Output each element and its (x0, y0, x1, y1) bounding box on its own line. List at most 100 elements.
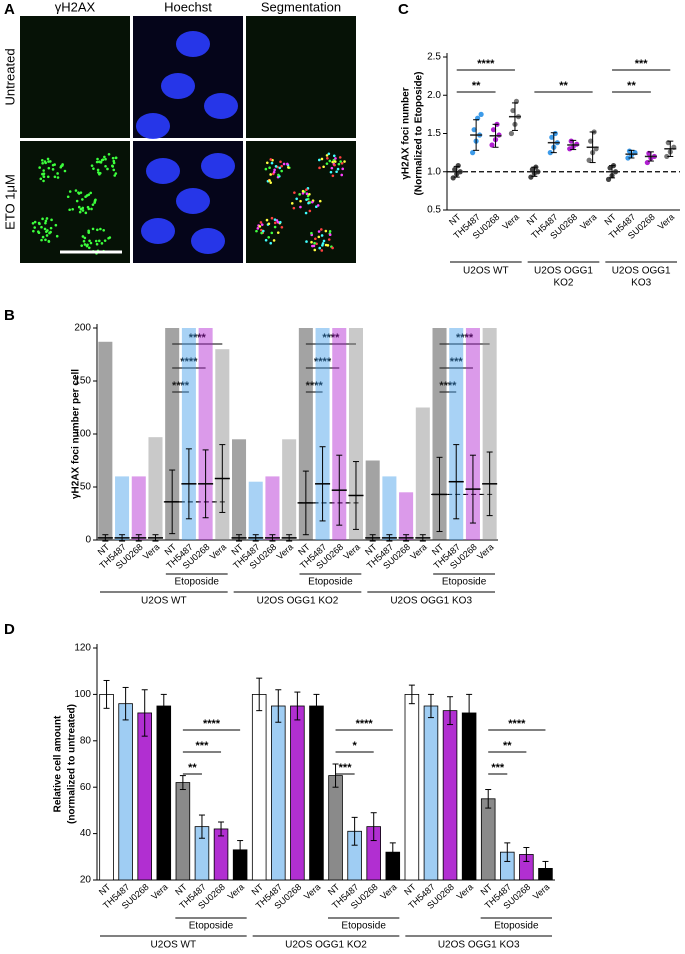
focus (295, 197, 298, 201)
nucleus (176, 31, 210, 57)
focus (46, 175, 50, 179)
focus (272, 239, 276, 242)
focus (112, 161, 116, 165)
focus (87, 246, 91, 250)
focus (333, 163, 336, 167)
focus (317, 158, 321, 162)
bar (99, 694, 114, 881)
focus (311, 244, 314, 248)
x-tick-label: Vera (208, 542, 228, 562)
significance-label: *** (196, 740, 210, 752)
spread (248, 481, 263, 540)
y-tick-label: 2.0 (427, 90, 441, 101)
focus (66, 195, 70, 199)
focus (86, 243, 89, 247)
focus (315, 205, 318, 209)
focus (45, 234, 49, 237)
focus (313, 248, 317, 252)
focus (299, 205, 302, 209)
x-tick-label: Vera (455, 882, 475, 902)
focus (313, 241, 316, 245)
focus (103, 155, 106, 159)
group-label: U2OS OGG1 KO2 (257, 596, 339, 607)
x-tick-label: Vera (226, 882, 246, 902)
focus (310, 231, 313, 235)
focus (325, 154, 329, 157)
y-tick-label: 40 (80, 828, 92, 839)
spread (332, 328, 347, 540)
focus (104, 164, 107, 168)
focus (269, 181, 273, 184)
y-axis-label: γH2AX foci number per cell (71, 369, 82, 499)
bar (328, 775, 343, 881)
focus (89, 191, 93, 195)
bar (175, 782, 191, 881)
focus (255, 229, 258, 233)
y-tick-label: 0 (85, 535, 91, 546)
treatment-label: Etoposide (189, 921, 234, 932)
nucleus (201, 153, 235, 179)
focus (90, 164, 94, 167)
focus (320, 157, 324, 161)
x-tick-label: Vera (341, 542, 361, 562)
focus (292, 206, 296, 210)
y-tick-label: 200 (74, 323, 91, 334)
focus (59, 165, 63, 169)
nucleus (161, 73, 195, 99)
y-tick-label: 1.0 (427, 166, 441, 177)
focus (305, 240, 308, 243)
treatment-label: Etoposide (494, 921, 539, 932)
focus (41, 217, 44, 221)
significance-label: ** (188, 762, 197, 774)
focus (53, 163, 56, 166)
x-tick-label: Vera (656, 212, 676, 232)
x-tick-label: Vera (408, 542, 428, 562)
focus (33, 226, 37, 229)
focus (48, 231, 51, 235)
data-point (490, 127, 497, 133)
focus (331, 160, 334, 164)
spread (131, 476, 146, 540)
focus (88, 239, 91, 243)
focus (68, 208, 71, 212)
group-label: U2OS WT (151, 940, 197, 951)
group-label: U2OS OGG1 (534, 266, 593, 277)
column-header: γH2AX (55, 0, 96, 14)
spread (232, 439, 247, 540)
y-tick-label: 0.5 (427, 205, 441, 216)
focus (91, 227, 95, 231)
focus (98, 160, 101, 164)
focus (267, 222, 271, 226)
focus (335, 170, 338, 174)
significance-label: **** (439, 380, 457, 392)
significance-label: ** (472, 80, 481, 92)
focus (45, 217, 49, 220)
significance-label: *** (635, 58, 649, 70)
focus (339, 160, 342, 163)
significance-label: ** (503, 740, 512, 752)
focus (103, 239, 107, 242)
panel-label: D (4, 621, 15, 638)
focus (42, 179, 45, 183)
focus (330, 166, 334, 170)
focus (326, 244, 330, 247)
focus (328, 159, 332, 163)
focus (273, 168, 276, 172)
focus (94, 198, 97, 202)
spread (382, 476, 397, 540)
focus (40, 238, 43, 242)
x-tick-label: Vera (578, 212, 598, 232)
focus (333, 160, 337, 163)
spread (181, 328, 196, 540)
focus (61, 163, 64, 166)
y-tick-label: 60 (80, 782, 92, 793)
nucleus (191, 228, 225, 254)
focus (111, 156, 115, 160)
data-point (452, 166, 458, 173)
nucleus (204, 93, 238, 119)
group-label: U2OS OGG1 KO3 (438, 940, 520, 951)
focus (286, 162, 289, 166)
focus (81, 206, 85, 210)
significance-label: **** (203, 718, 221, 730)
focus (260, 223, 264, 226)
